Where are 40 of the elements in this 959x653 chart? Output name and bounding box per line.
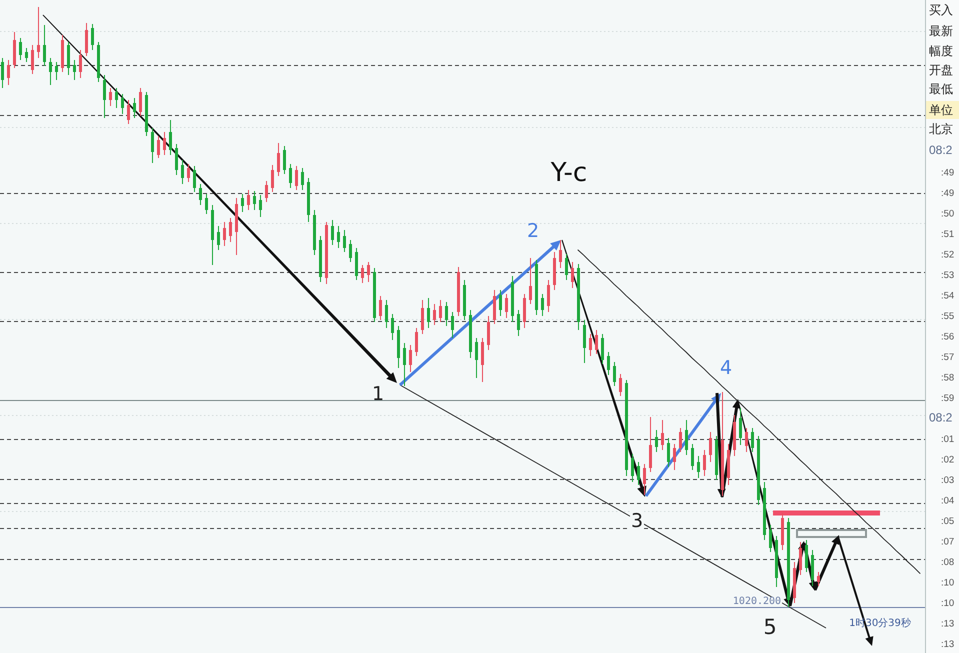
- text: :03: [941, 475, 954, 486]
- annotation: 2: [526, 220, 540, 242]
- text: :49: [941, 168, 954, 178]
- text: 最低: [929, 82, 953, 96]
- text: 幅度: [929, 44, 953, 58]
- text: Y-c: [550, 158, 588, 188]
- text: :02: [941, 454, 954, 466]
- text: 买入: [929, 3, 953, 17]
- text: :50: [941, 208, 954, 220]
- text: :13: [941, 639, 954, 650]
- text: :04: [941, 496, 954, 506]
- text: :13: [941, 618, 954, 630]
- text: :08: [941, 557, 954, 568]
- text: :51: [941, 229, 954, 240]
- candlestick: [37, 7, 40, 58]
- text: :49: [941, 188, 954, 199]
- text: :53: [941, 270, 954, 281]
- annotation: 4: [720, 357, 732, 379]
- text: :52: [941, 250, 954, 260]
- text: 开盘: [929, 63, 953, 77]
- text: :57: [941, 352, 954, 363]
- annotation: 1: [372, 383, 384, 405]
- text: 最新: [929, 24, 953, 38]
- text: :59: [941, 393, 954, 404]
- annotation: 3: [630, 510, 644, 532]
- text: :07: [941, 536, 954, 548]
- text: 08:2: [929, 143, 953, 157]
- text: :56: [941, 332, 954, 342]
- text: 5: [763, 615, 777, 639]
- text: :01: [941, 434, 954, 445]
- annotation: 1020.200: [732, 596, 782, 607]
- text: :05: [941, 516, 954, 527]
- text: :55: [941, 311, 954, 322]
- text: :10: [941, 578, 954, 588]
- text: 单位: [929, 103, 953, 117]
- text: :10: [941, 598, 954, 609]
- text: 08:2: [929, 410, 953, 424]
- text: :58: [941, 372, 954, 384]
- text: :54: [941, 290, 954, 302]
- text: 北京: [929, 122, 953, 136]
